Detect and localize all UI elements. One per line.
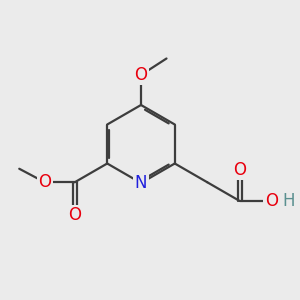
Text: O: O (233, 160, 246, 178)
Text: N: N (135, 174, 147, 192)
Text: O: O (38, 173, 51, 191)
Text: O: O (134, 66, 148, 84)
Text: O: O (68, 206, 81, 224)
Text: H: H (282, 192, 295, 210)
Text: O: O (265, 192, 278, 210)
